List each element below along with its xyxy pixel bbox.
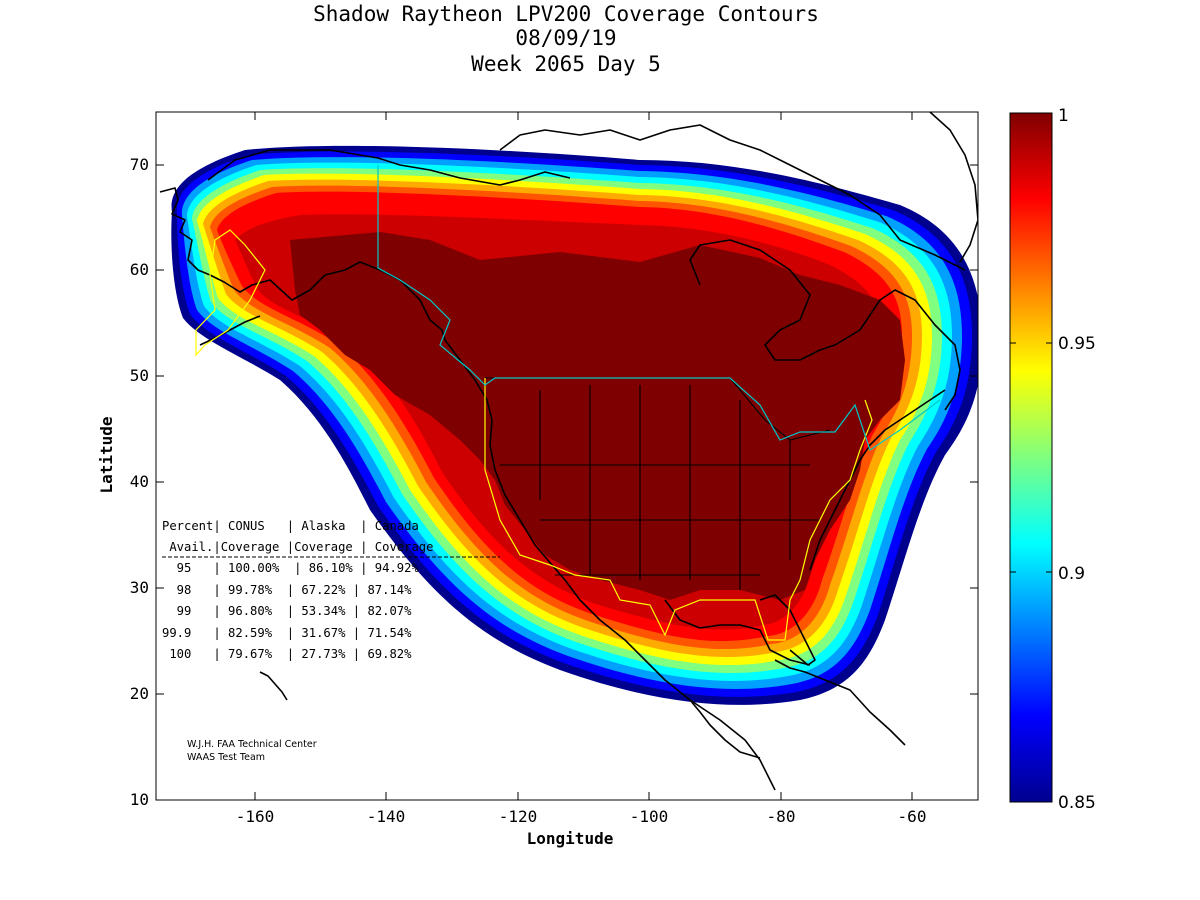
coastlines [159,112,978,791]
greenland [929,112,978,263]
colorbar-label: 0.95 [1058,334,1096,354]
service-area-border [195,229,873,641]
x-axis-label: Longitude [527,829,614,848]
east-coast [809,389,946,571]
table-header-2: Avail.|Coverage |Coverage | Coverage [162,540,434,554]
caribbean [774,659,906,746]
coverage-table: Percent| CONUS | Alaska | Canada Avail.|… [162,519,500,661]
arctic-islands [499,124,966,271]
ytick-label: 70 [130,155,149,174]
xtick-label: -140 [367,807,406,826]
table-row: 95 | 100.00% | 86.10% | 94.92% [162,561,419,575]
hudson-bay [689,239,836,361]
ytick-label: 60 [130,260,149,279]
west-coast [444,339,776,791]
contour-100 [290,232,905,600]
chart-date: 08/09/19 [515,26,616,50]
florida [759,594,816,666]
xtick-label: -80 [767,807,796,826]
ytick-label: 20 [130,684,149,703]
map-plot-area [156,112,978,800]
colorbar-label: 0.85 [1058,793,1096,813]
hawaii [259,671,288,701]
plot-frame [155,111,979,801]
xtick-label: -160 [236,807,275,826]
table-row: 100 | 79.67% | 27.73% | 69.82% [162,647,412,661]
chart-week-day: Week 2065 Day 5 [471,52,661,76]
xtick-label: -120 [499,807,538,826]
gulf-coast [664,599,811,666]
colorbar-label: 1 [1058,106,1069,126]
y-axis-label: Latitude [97,416,116,493]
ytick-label: 40 [130,472,149,491]
colorbar-ticks [1010,342,1052,573]
central-america [689,699,761,759]
chart-title: Shadow Raytheon LPV200 Coverage Contours [313,2,819,26]
tick-marks [156,112,978,800]
colorbar-label: 0.9 [1058,564,1085,584]
alaska-north-coast [207,149,571,186]
table-row: 98 | 99.78% | 67.22% | 87.14% [162,583,412,597]
coverage-contours [171,145,978,705]
canada-border [377,165,941,451]
ytick-label: 30 [130,578,149,597]
credit-line-1: W.J.H. FAA Technical Center [187,739,317,750]
ytick-label: 10 [130,790,149,809]
labrador-coast [834,289,961,411]
table-row: 99 | 96.80% | 53.34% | 82.07% [162,604,412,618]
ytick-label: 50 [130,366,149,385]
aleutian-islands [199,315,261,346]
table-row: 99.9 | 82.59% | 31.67% | 71.54% [162,626,412,640]
table-header-1: Percent| CONUS | Alaska | Canada [162,519,419,533]
xtick-label: -100 [630,807,669,826]
state-boundaries [485,377,831,590]
colorbar [1009,112,1053,803]
xtick-label: -60 [898,807,927,826]
credit-line-2: WAAS Test Team [187,752,265,763]
